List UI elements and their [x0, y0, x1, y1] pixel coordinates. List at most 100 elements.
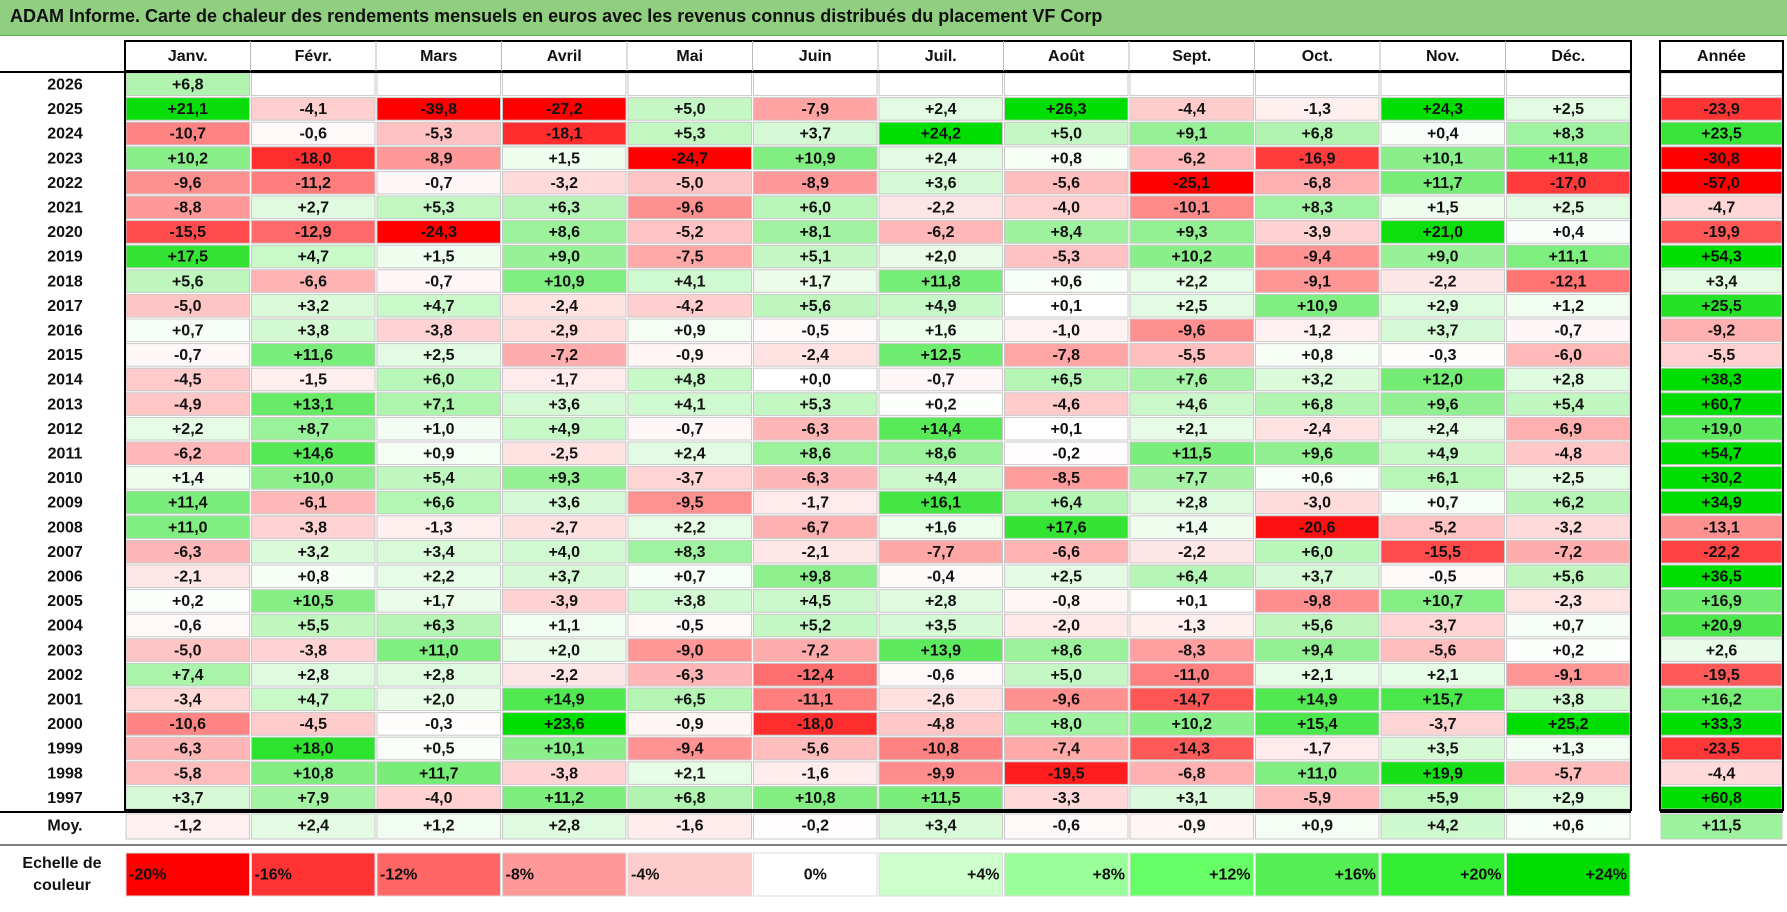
- average-value: -0,2: [801, 818, 829, 835]
- heat-cell-value: -8,9: [801, 175, 829, 192]
- heat-cell: [878, 220, 1003, 244]
- heat-cell: [1129, 613, 1254, 638]
- year-total-value: +16,2: [1701, 692, 1742, 709]
- heat-cell-value: -3,0: [1303, 495, 1331, 512]
- heat-cell: [1380, 269, 1505, 293]
- heat-cell-value: -6,6: [299, 273, 327, 290]
- legend-swatch-label: 0%: [804, 867, 827, 884]
- heat-cell: [376, 146, 501, 170]
- heat-cell-value: +7,4: [172, 667, 204, 684]
- heat-cell: [1129, 589, 1254, 613]
- heat-cell: [376, 121, 501, 146]
- heat-cell-value: +8,4: [1050, 224, 1082, 241]
- heat-cell-value: -9,0: [676, 642, 704, 659]
- heat-cell-value: +23,6: [544, 716, 585, 733]
- heat-cell-value: +4,1: [674, 273, 706, 290]
- heat-cell-value: -3,9: [1303, 224, 1331, 241]
- legend-swatch-label: -16%: [255, 867, 292, 884]
- heat-cell: [376, 539, 501, 564]
- heat-cell: [878, 441, 1003, 466]
- heat-cell-value: -24,7: [672, 150, 709, 167]
- year-total-header: Année: [1697, 48, 1746, 65]
- year-total-value: +60,7: [1701, 396, 1742, 413]
- heat-cell-value: +4,5: [799, 593, 831, 610]
- year-label-2009: 2009: [47, 495, 83, 512]
- heat-cell: [1004, 293, 1129, 318]
- heat-cell: [1380, 367, 1505, 392]
- year-total-value: +2,6: [1706, 642, 1738, 659]
- heat-cell: [1255, 736, 1380, 761]
- average-cell: [502, 813, 627, 840]
- average-cell: [1004, 813, 1129, 840]
- month-header-10: Nov.: [1426, 48, 1459, 65]
- month-header-0: Janv.: [168, 48, 208, 65]
- heat-cell: [1380, 539, 1505, 564]
- heat-cell: [1004, 244, 1129, 269]
- heat-cell: [376, 687, 501, 712]
- heat-cell-value: -3,9: [550, 593, 578, 610]
- heat-cell: [753, 466, 878, 490]
- heat-cell: [627, 72, 752, 97]
- heat-cell: [878, 539, 1003, 564]
- heat-cell-value: -18,0: [295, 150, 332, 167]
- heat-cell: [502, 367, 627, 392]
- heat-cell-value: -4,6: [1052, 396, 1080, 413]
- heat-cell: [1380, 146, 1505, 170]
- heat-cell-value: -5,6: [1052, 175, 1080, 192]
- heat-cell: [878, 490, 1003, 515]
- heat-cell: [1004, 539, 1129, 564]
- heat-cell: [627, 220, 752, 244]
- heat-cell: [627, 318, 752, 343]
- heat-cell-value: +11,6: [293, 347, 333, 364]
- legend-swatch: [376, 852, 501, 897]
- heat-cell: [376, 343, 501, 367]
- heat-cell: [627, 662, 752, 687]
- heat-cell-value: +2,1: [1301, 667, 1333, 684]
- average-cell: [1506, 813, 1631, 840]
- heat-cell-value: +11,4: [168, 495, 208, 512]
- heat-cell-value: +2,2: [423, 569, 455, 586]
- heat-cell: [878, 638, 1003, 662]
- heat-cell-value: -8,8: [174, 200, 202, 217]
- heat-cell-value: +6,3: [548, 200, 580, 217]
- heat-cell: [1255, 441, 1380, 466]
- year-total-value: +54,3: [1701, 249, 1742, 266]
- heat-cell-value: -5,0: [174, 298, 202, 315]
- heat-cell: [376, 589, 501, 613]
- heat-cell-value: +2,8: [925, 593, 957, 610]
- heat-cell-value: +2,5: [423, 347, 455, 364]
- chart-title: ADAM Informe. Carte de chaleur des rende…: [10, 6, 1103, 26]
- heat-cell-value: -18,0: [797, 716, 834, 733]
- heat-cell-value: -8,5: [1052, 470, 1080, 487]
- year-label-2016: 2016: [47, 323, 83, 340]
- heat-cell: [753, 343, 878, 367]
- heat-cell-value: +0,8: [1301, 347, 1333, 364]
- heat-cell: [251, 195, 376, 220]
- heat-cell-value: -2,2: [550, 667, 578, 684]
- heat-cell: [753, 736, 878, 761]
- heat-cell: [627, 441, 752, 466]
- heat-cell: [1255, 220, 1380, 244]
- heat-cell-value: +8,6: [799, 446, 831, 463]
- heat-cell: [1129, 269, 1254, 293]
- heat-cell-value: -5,9: [1303, 790, 1331, 807]
- heat-cell: [1129, 343, 1254, 367]
- heat-cell: [502, 490, 627, 515]
- heat-cell-value: +8,6: [925, 446, 957, 463]
- heat-cell: [376, 170, 501, 195]
- heat-cell: [376, 736, 501, 761]
- heat-cell: [1129, 712, 1254, 736]
- heat-cell-value: +2,4: [674, 446, 706, 463]
- heat-cell-value: -2,3: [1554, 593, 1582, 610]
- heat-cell: [1380, 441, 1505, 466]
- heat-cell: [1380, 392, 1505, 416]
- heat-cell: [878, 515, 1003, 539]
- year-total-cell: [1660, 72, 1783, 97]
- heat-cell: [1255, 564, 1380, 589]
- heat-cell: [1129, 638, 1254, 662]
- average-value: +0,6: [1552, 818, 1584, 835]
- heat-cell-value: -5,6: [801, 741, 829, 758]
- heat-cell-value: -5,2: [1429, 519, 1457, 536]
- heat-cell: [1380, 564, 1505, 589]
- average-cell: [627, 813, 752, 840]
